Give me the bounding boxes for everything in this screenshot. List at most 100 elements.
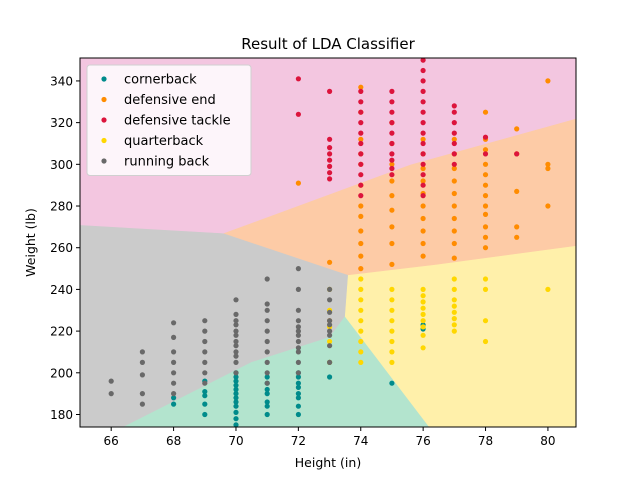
- data-point: [202, 411, 208, 418]
- data-point: [202, 380, 208, 386]
- plot-frame: [79, 57, 577, 428]
- data-point: [451, 103, 457, 109]
- data-point: [233, 395, 239, 401]
- data-point: [327, 309, 333, 315]
- data-point: [389, 99, 395, 105]
- data-point: [451, 165, 457, 172]
- data-point: [295, 359, 301, 365]
- data-point: [482, 161, 489, 167]
- data-point: [389, 338, 395, 345]
- data-point: [389, 318, 395, 324]
- legend-label: running back: [124, 155, 210, 170]
- data-point: [389, 349, 395, 355]
- data-point: [420, 305, 426, 311]
- data-point: [171, 334, 177, 340]
- x-tick-label: 66: [104, 434, 119, 448]
- data-point: [545, 78, 551, 84]
- data-point: [264, 338, 270, 345]
- data-point: [389, 261, 395, 267]
- data-point: [358, 120, 364, 126]
- y-tick-label: 280: [50, 200, 73, 214]
- data-point: [389, 193, 395, 199]
- data-point: [451, 316, 457, 322]
- data-point: [264, 328, 270, 334]
- data-point: [233, 416, 239, 422]
- data-point: [389, 165, 395, 172]
- data-point: [420, 228, 426, 234]
- data-point: [233, 403, 239, 409]
- data-point: [420, 203, 426, 209]
- data-point: [420, 345, 426, 351]
- data-point: [264, 374, 270, 380]
- data-point: [389, 380, 395, 386]
- data-point: [514, 188, 520, 194]
- data-point: [358, 307, 364, 313]
- x-tick-label: 72: [291, 434, 306, 448]
- data-point: [451, 190, 457, 197]
- data-point: [358, 297, 364, 303]
- data-point: [327, 170, 333, 176]
- data-point: [389, 359, 395, 365]
- data-point: [295, 384, 301, 390]
- data-point: [202, 370, 208, 376]
- data-point: [171, 401, 177, 407]
- data-point: [139, 372, 145, 378]
- data-point: [545, 165, 551, 172]
- data-point: [482, 203, 489, 209]
- legend-marker: [101, 158, 107, 164]
- data-point: [420, 99, 426, 105]
- data-point: [451, 309, 457, 315]
- data-point: [420, 253, 426, 259]
- data-point: [295, 328, 301, 334]
- data-point: [295, 266, 301, 272]
- data-point: [420, 293, 426, 299]
- data-point: [327, 328, 333, 334]
- data-point: [327, 374, 333, 380]
- data-point: [264, 386, 270, 393]
- data-point: [202, 328, 208, 334]
- data-point: [295, 370, 301, 376]
- data-point: [420, 178, 426, 184]
- y-tick-label: 260: [50, 241, 73, 255]
- x-tick-label: 78: [478, 434, 493, 448]
- data-point: [389, 172, 395, 178]
- data-point: [171, 391, 177, 397]
- data-point: [451, 178, 457, 184]
- data-point: [295, 395, 301, 401]
- data-point: [233, 311, 239, 317]
- data-point: [295, 307, 301, 313]
- data-point: [482, 338, 489, 345]
- data-point: [233, 328, 239, 334]
- data-point: [327, 136, 333, 142]
- data-point: [233, 378, 239, 384]
- data-point: [420, 311, 426, 317]
- data-point: [233, 374, 239, 380]
- data-point: [264, 370, 270, 376]
- data-point: [295, 380, 301, 386]
- data-point: [295, 349, 301, 355]
- legend: cornerback defensive end defensive tackle q…: [86, 64, 252, 176]
- data-point: [264, 403, 270, 409]
- data-point: [451, 303, 457, 309]
- data-point: [264, 301, 270, 307]
- data-point: [451, 140, 457, 147]
- data-point: [202, 318, 208, 324]
- data-point: [389, 178, 395, 184]
- data-point: [451, 328, 457, 334]
- data-point: [482, 193, 489, 199]
- y-tick-label: 320: [50, 116, 73, 130]
- data-point: [358, 172, 364, 178]
- data-point: [358, 253, 364, 259]
- y-tick-label: 220: [50, 325, 73, 339]
- legend-label: cornerback: [124, 73, 197, 88]
- data-point: [295, 374, 301, 380]
- data-point: [202, 349, 208, 355]
- data-point: [139, 359, 145, 365]
- decision-regions: [80, 58, 576, 427]
- data-point: [451, 203, 457, 209]
- data-point: [420, 165, 426, 172]
- data-point: [514, 151, 520, 157]
- data-point: [295, 318, 301, 324]
- data-point: [451, 136, 457, 142]
- data-point: [327, 176, 333, 182]
